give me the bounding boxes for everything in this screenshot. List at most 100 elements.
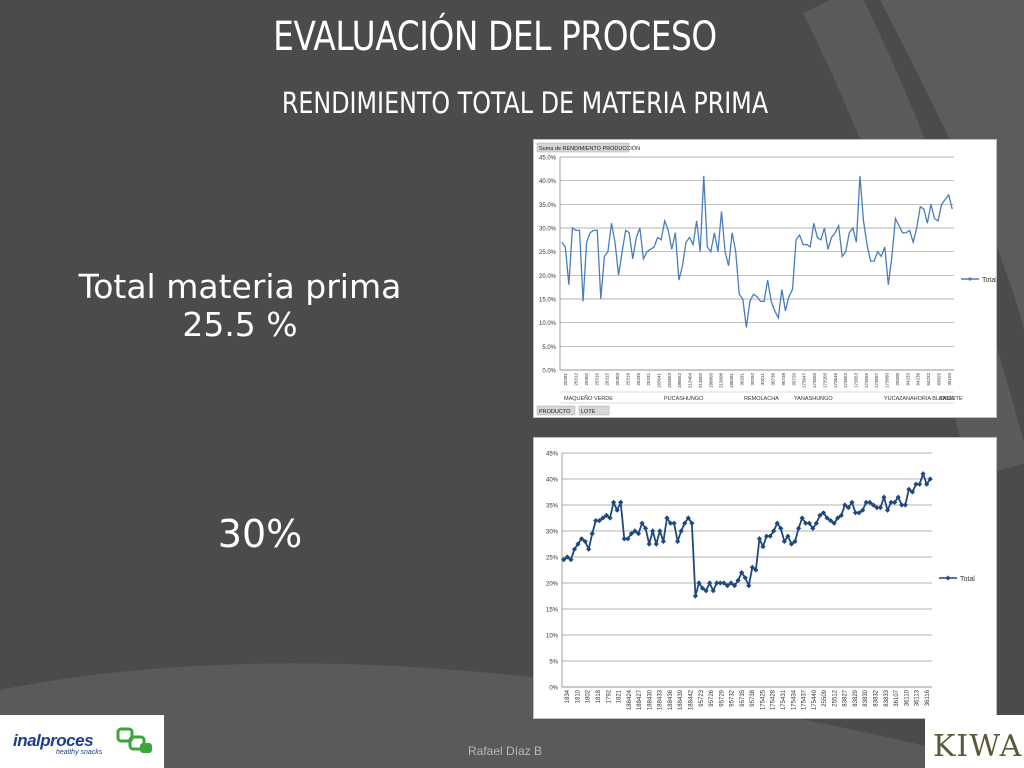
x-tick-label: 95738 [750,689,756,706]
y-tick-label: 0.0% [542,369,556,375]
y-tick-label: 35% [546,504,559,510]
data-point [618,499,624,505]
y-tick-label: 25% [546,556,559,562]
x-tick-label: 36107 [894,689,900,706]
x-tick-label: 25500 [895,373,900,386]
x-tick-label: 188436 [668,689,674,710]
x-tick-label: 173657 [874,373,879,389]
slide-title: EVALUACIÓN DEL PROCESO [273,14,717,60]
y-tick-label: 10.0% [539,321,557,327]
x-tick-label: 25281 [563,373,568,386]
x-tick-label: 83825 [936,373,941,386]
x-tick-label: 26302 [584,373,589,386]
inalproces-logo-icon [116,727,152,753]
y-tick-label: 10% [546,634,559,640]
data-point [824,515,830,521]
x-tick-label: 36116 [925,689,931,706]
y-tick-label: 5.0% [542,345,556,351]
x-tick-label: 1792 [606,689,612,703]
y-tick-label: 0% [549,686,558,692]
x-tick-label: 30736 [771,373,776,386]
y-tick-label: 20.0% [539,274,557,280]
x-tick-label: 26315 [605,373,610,386]
x-tick-label: 95726 [709,689,715,706]
data-point [564,554,570,560]
data-point [632,528,638,534]
x-tick-label: 83827 [843,689,849,706]
group-label: REMOLACHA [744,396,779,402]
x-tick-label: 36103 [947,373,952,386]
group-label: MAQUEÑO VERDE [564,395,613,402]
group-label: CAMOTE [939,396,963,402]
y-tick-label: 35.0% [539,203,557,209]
data-point [909,489,916,495]
y-tick-label: 15% [546,608,559,614]
y-tick-label: 25.0% [539,250,557,256]
data-point [586,546,592,552]
x-tick-label: 188381 [729,373,734,389]
stat-label-line1: Total materia prima [78,267,402,306]
x-tick-label: 84238 [916,373,921,386]
data-point [760,544,766,550]
kiwa-logo: KIWA [925,715,1024,768]
data-point [746,583,752,589]
data-point [835,515,841,521]
x-tick-label: 95738 [781,373,786,386]
chart-rendimiento-total: 0% 5% 10% 15% 20% 25% 30% 35% 40% 45% 1834 1810 1802… [533,437,997,719]
data-point [916,481,923,487]
data-point [710,588,716,594]
x-tick-label: 188427 [637,689,643,710]
x-tick-label: 1818 [596,689,602,703]
data-point [756,536,763,542]
x-tick-label: 83833 [884,689,890,706]
data-point [902,502,908,508]
group-label: YANASHUNGO [794,396,833,402]
legend-label: Total [982,277,996,284]
x-tick-label: 95729 [719,689,725,706]
x-tick-label: 188433 [658,689,664,710]
data-point [828,518,834,524]
data-point [685,515,691,521]
x-tick-label: 25509 [822,689,828,706]
x-tick-label: 173203 [822,373,827,389]
y-tick-label: 45% [546,452,559,458]
data-point [610,499,617,505]
series-line-total [561,175,953,328]
x-tick-label: 175428 [771,689,777,710]
x-tick-label: 175437 [802,689,808,710]
data-point [870,502,876,508]
y-tick-label: 45.0% [539,156,557,162]
data-point [899,502,905,508]
x-tick-label: 183641 [657,373,662,389]
data-point [845,505,851,511]
x-tick-label: 26303 [615,373,620,386]
data-point [707,580,713,586]
x-tick-label: 30211 [760,373,765,386]
x-tick-label: 95723 [699,689,705,706]
x-tick-label: 25315 [594,373,599,386]
filter-button-label: LOTE [581,409,596,415]
data-point [792,538,798,544]
x-tick-label: 95720 [791,373,796,386]
x-tick-label: 175431 [781,689,787,710]
data-point [856,510,862,516]
group-label: PUCASHUNGO [664,396,704,402]
y-tick-label: 40.0% [539,179,557,185]
chart-rendimiento-produccion: Suma de RENDIMIENTO PRODUCCIÓN 0.0% 5.0% 10… [533,139,997,418]
data-point [678,528,684,534]
filter-button [578,405,610,416]
x-tick-label: 173653 [854,373,859,389]
data-point [813,520,819,526]
x-tick-label: 173655 [864,373,869,389]
data-point [664,515,670,521]
data-point [877,505,884,511]
data-point [767,533,773,539]
x-tick-label: 173646 [833,373,838,389]
x-tick-label: 84232 [926,373,931,386]
x-tick-label: 83830 [863,689,869,706]
x-tick-label: 36113 [915,689,921,706]
slide-subtitle: RENDIMIENTO TOTAL DE MATERIA PRIMA [281,86,769,120]
x-tick-label: 213602 [698,373,703,389]
x-tick-label: 25331 [646,373,651,386]
y-tick-label: 20% [546,582,559,588]
